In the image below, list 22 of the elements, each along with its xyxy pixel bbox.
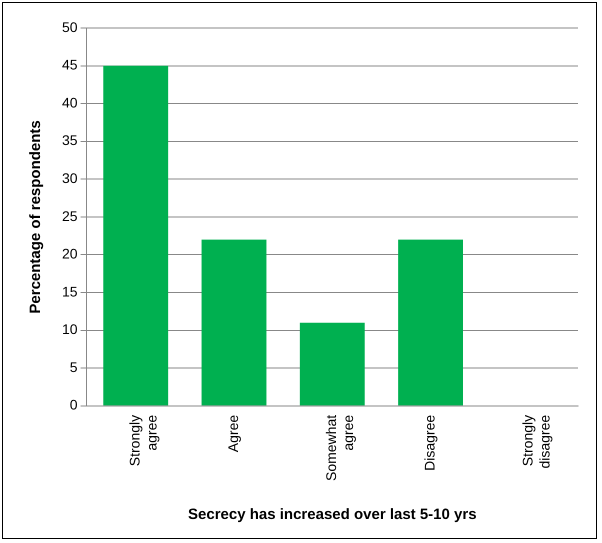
y-tick-label: 30 bbox=[62, 170, 78, 186]
y-tick-label: 35 bbox=[62, 132, 78, 148]
x-axis-title: Secrecy has increased over last 5-10 yrs bbox=[188, 506, 477, 524]
y-tick-label: 10 bbox=[62, 321, 78, 338]
y-tick-label: 5 bbox=[70, 358, 78, 375]
bar bbox=[202, 240, 266, 406]
y-tick-label: 25 bbox=[62, 208, 78, 224]
bar bbox=[398, 240, 464, 406]
y-tick-label: 15 bbox=[62, 283, 78, 300]
y-tick-label: 45 bbox=[62, 56, 78, 73]
x-tick-label: Somewhat agree bbox=[323, 414, 356, 482]
y-tick-label: 40 bbox=[62, 94, 78, 110]
bar bbox=[300, 322, 365, 406]
y-tick-label: 50 bbox=[62, 18, 78, 35]
y-tick-label: 0 bbox=[70, 396, 78, 413]
x-tick-label: Disagree bbox=[421, 414, 438, 471]
x-tick-label: Strongly disagree bbox=[520, 414, 553, 469]
y-tick-label: 20 bbox=[62, 246, 78, 262]
x-tick-label: Agree bbox=[224, 414, 241, 452]
bar bbox=[103, 66, 168, 406]
x-tick-label: Strongly agree bbox=[126, 414, 160, 466]
y-axis-title: Percentage of respondents bbox=[27, 120, 44, 314]
